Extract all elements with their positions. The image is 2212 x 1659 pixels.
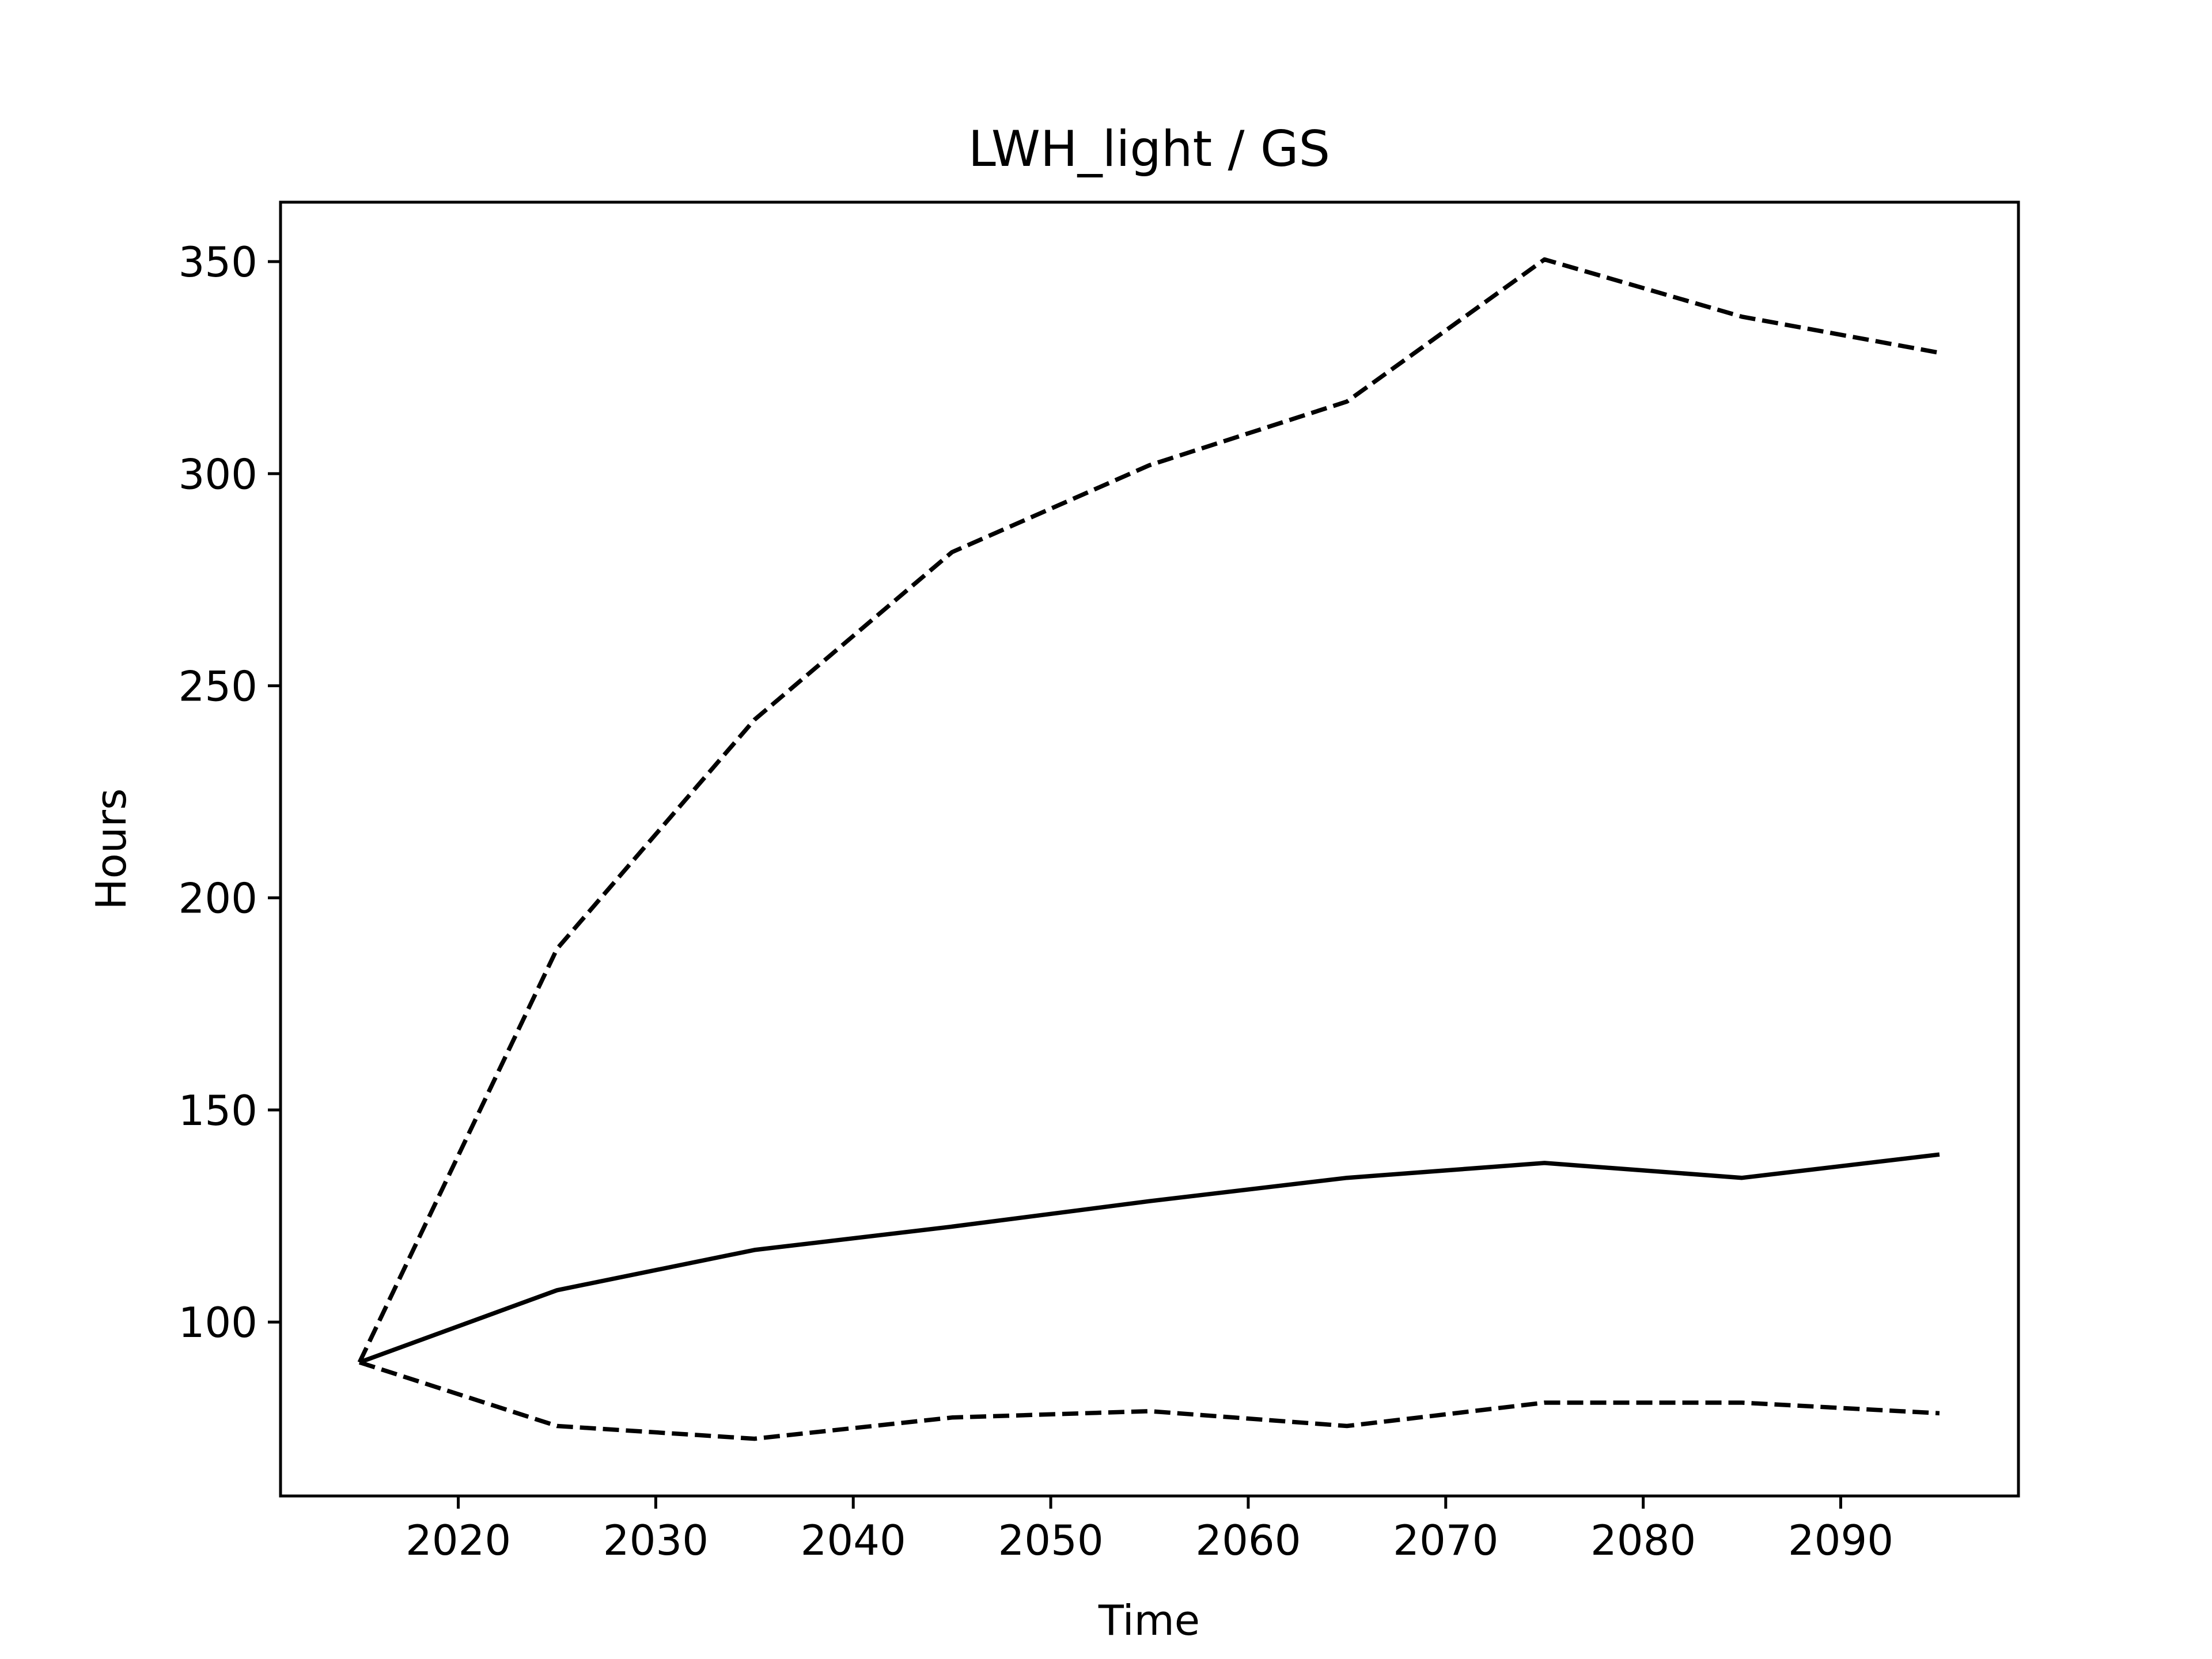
x-tick-label: 2050 [998, 1516, 1103, 1565]
x-tick-label: 2020 [406, 1516, 511, 1565]
series-line-dashed-1 [357, 257, 1940, 1363]
x-tick-label: 2080 [1590, 1516, 1696, 1565]
plot-frame [279, 200, 2020, 1498]
y-tick-label: 350 [179, 238, 257, 286]
series-line-dashed-2 [358, 1360, 1940, 1441]
x-tick-label: 2070 [1393, 1516, 1498, 1565]
y-tick-label: 150 [179, 1086, 257, 1135]
y-tick-label: 200 [179, 874, 257, 923]
y-tick-label: 300 [179, 450, 257, 498]
y-tick-label: 100 [179, 1298, 257, 1347]
x-axis-ticks: 2020 2030 2040 2050 2060 2070 2080 2090 [406, 1496, 1893, 1565]
x-tick-label: 2090 [1788, 1516, 1893, 1565]
x-tick-label: 2040 [801, 1516, 906, 1565]
x-tick-label: 2060 [1195, 1516, 1301, 1565]
y-axis-label: Hours [87, 789, 135, 910]
x-tick-label: 2030 [603, 1516, 709, 1565]
series-layer [357, 257, 1940, 1441]
y-tick-label: 250 [179, 662, 257, 710]
series-line-solid-0 [358, 1152, 1940, 1365]
chart-title: LWH_light / GS [968, 120, 1330, 178]
y-axis-ticks: 100 150 200 250 300 350 [179, 238, 281, 1347]
x-axis-label: Time [1098, 1596, 1200, 1645]
